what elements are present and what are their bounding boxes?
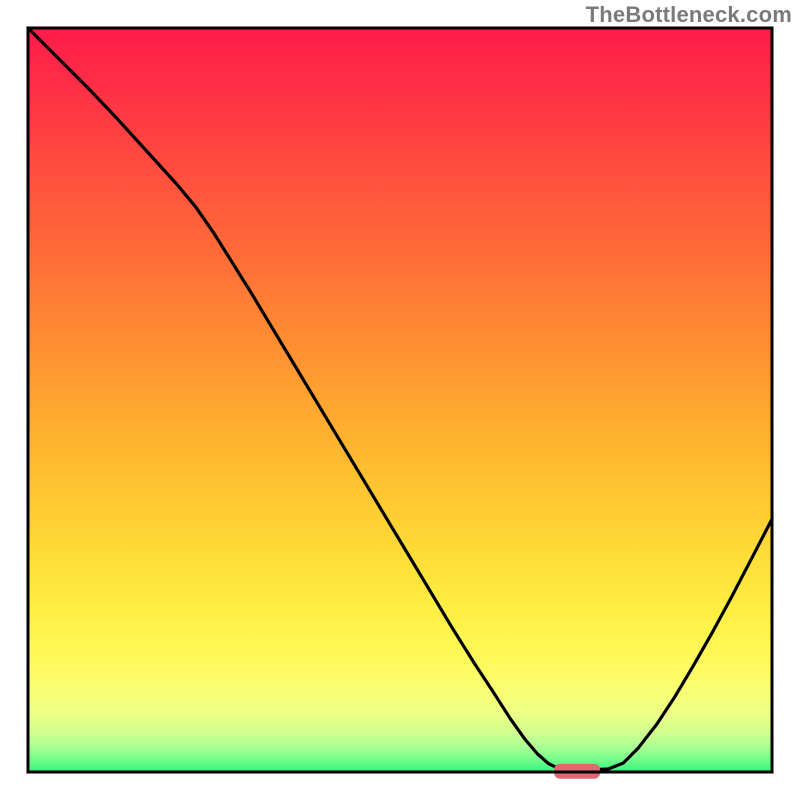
- chart-container: TheBottleneck.com: [0, 0, 800, 800]
- bottleneck-curve-chart: [0, 0, 800, 800]
